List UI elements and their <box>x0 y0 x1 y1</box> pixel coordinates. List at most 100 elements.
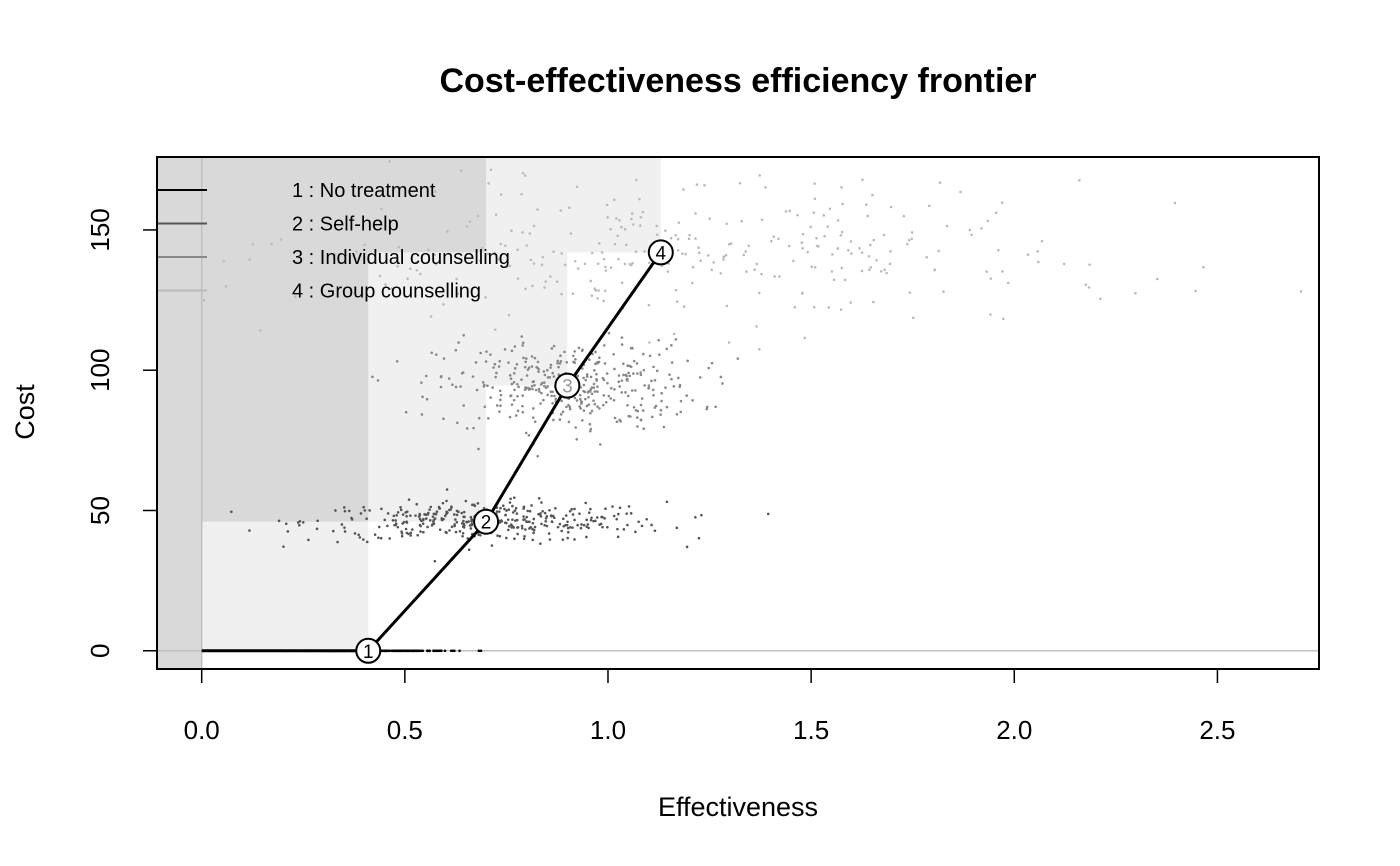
scatter-point <box>543 286 546 289</box>
scatter-point <box>447 377 451 380</box>
scatter-point <box>589 375 593 379</box>
scatter-point <box>432 522 436 525</box>
scatter-point <box>561 517 565 521</box>
scatter-point <box>678 385 682 389</box>
scatter-point <box>942 290 945 293</box>
scatter-point <box>365 540 369 544</box>
frontier-marker-4: 4 <box>647 239 674 266</box>
scatter-point <box>628 374 632 378</box>
scatter-point <box>340 261 343 265</box>
scatter-point <box>505 509 508 512</box>
scatter-point <box>647 303 651 307</box>
scatter-point <box>593 402 597 406</box>
scatter-point <box>510 229 513 232</box>
scatter-point <box>477 447 480 451</box>
scatter-point <box>1037 260 1040 264</box>
scatter-point <box>413 649 417 653</box>
scatter-point <box>607 331 611 335</box>
scatter-point <box>565 360 569 364</box>
scatter-point <box>669 236 673 240</box>
scatter-point <box>617 374 621 377</box>
scatter-point <box>414 514 417 517</box>
scatter-point <box>596 405 599 408</box>
scatter-point <box>438 528 442 531</box>
scatter-point <box>589 279 593 283</box>
scatter-point <box>521 410 525 414</box>
scatter-point <box>662 425 666 429</box>
scatter-point <box>550 394 553 398</box>
scatter-point <box>428 518 432 522</box>
scatter-point <box>864 203 868 206</box>
scatter-point <box>676 249 680 252</box>
scatter-point <box>560 292 563 296</box>
scatter-point <box>516 526 519 529</box>
scatter-point <box>788 209 792 213</box>
scatter-point <box>659 408 663 412</box>
scatter-point <box>521 341 525 345</box>
scatter-point <box>563 263 567 267</box>
scatter-point <box>350 516 353 520</box>
scatter-point <box>545 368 549 372</box>
dominated-region-7 <box>157 157 202 669</box>
scatter-point <box>526 520 529 524</box>
scatter-point <box>526 368 530 372</box>
scatter-point <box>539 515 543 518</box>
scatter-point <box>635 178 638 182</box>
scatter-point <box>648 354 652 358</box>
scatter-point <box>433 253 437 257</box>
scatter-point <box>581 367 584 370</box>
scatter-point <box>503 521 507 525</box>
scatter-point <box>653 379 657 382</box>
scatter-point <box>537 370 540 373</box>
scatter-point <box>409 267 412 270</box>
scatter-point <box>725 304 729 308</box>
scatter-point <box>416 533 419 537</box>
scatter-point <box>542 370 546 373</box>
scatter-point <box>803 336 807 340</box>
scatter-point <box>1099 297 1102 301</box>
scatter-point <box>435 353 438 356</box>
scatter-point <box>373 533 377 536</box>
scatter-point <box>494 375 497 379</box>
scatter-point <box>484 296 487 299</box>
scatter-point <box>512 496 516 499</box>
scatter-point <box>498 510 501 513</box>
scatter-point <box>524 431 528 435</box>
scatter-point <box>279 238 283 241</box>
scatter-point <box>706 254 710 257</box>
scatter-point <box>727 242 731 246</box>
scatter-point <box>568 405 572 409</box>
scatter-point <box>477 533 480 537</box>
scatter-point <box>521 231 524 234</box>
scatter-point <box>442 357 446 360</box>
scatter-point <box>499 398 502 402</box>
frontier-marker-1: 1 <box>355 637 382 664</box>
scatter-point <box>850 252 853 255</box>
scatter-point <box>719 272 723 275</box>
scatter-point <box>462 519 465 523</box>
scatter-point <box>588 358 591 362</box>
scatter-point <box>432 520 435 523</box>
scatter-point <box>905 242 909 246</box>
scatter-point <box>590 392 594 396</box>
scatter-point <box>679 410 683 414</box>
scatter-point <box>529 258 533 262</box>
scatter-point <box>493 251 496 255</box>
scatter-point <box>672 385 676 388</box>
scatter-point <box>612 352 615 356</box>
scatter-point <box>639 371 642 374</box>
scatter-point <box>445 531 448 535</box>
scatter-point <box>596 297 599 300</box>
scatter-point <box>871 193 874 197</box>
scatter-point <box>579 399 583 403</box>
scatter-point <box>535 365 538 369</box>
scatter-point <box>496 534 499 537</box>
scatter-point <box>1088 263 1091 266</box>
scatter-point <box>787 244 791 248</box>
scatter-point <box>574 358 577 361</box>
scatter-point <box>416 649 420 653</box>
scatter-point <box>755 325 758 328</box>
scatter-point <box>543 523 546 527</box>
scatter-point <box>655 369 659 373</box>
scatter-point <box>555 280 559 283</box>
